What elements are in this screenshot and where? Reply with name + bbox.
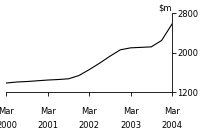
Text: Mar: Mar — [123, 107, 138, 116]
Text: Mar: Mar — [81, 107, 97, 116]
Text: 2004: 2004 — [161, 121, 183, 130]
Text: Mar: Mar — [40, 107, 56, 116]
Text: 2003: 2003 — [120, 121, 141, 130]
Text: 2000: 2000 — [0, 121, 17, 130]
Text: Mar: Mar — [164, 107, 180, 116]
Text: 2001: 2001 — [37, 121, 58, 130]
Text: $m: $m — [158, 3, 172, 12]
Text: 2002: 2002 — [79, 121, 100, 130]
Text: Mar: Mar — [0, 107, 14, 116]
